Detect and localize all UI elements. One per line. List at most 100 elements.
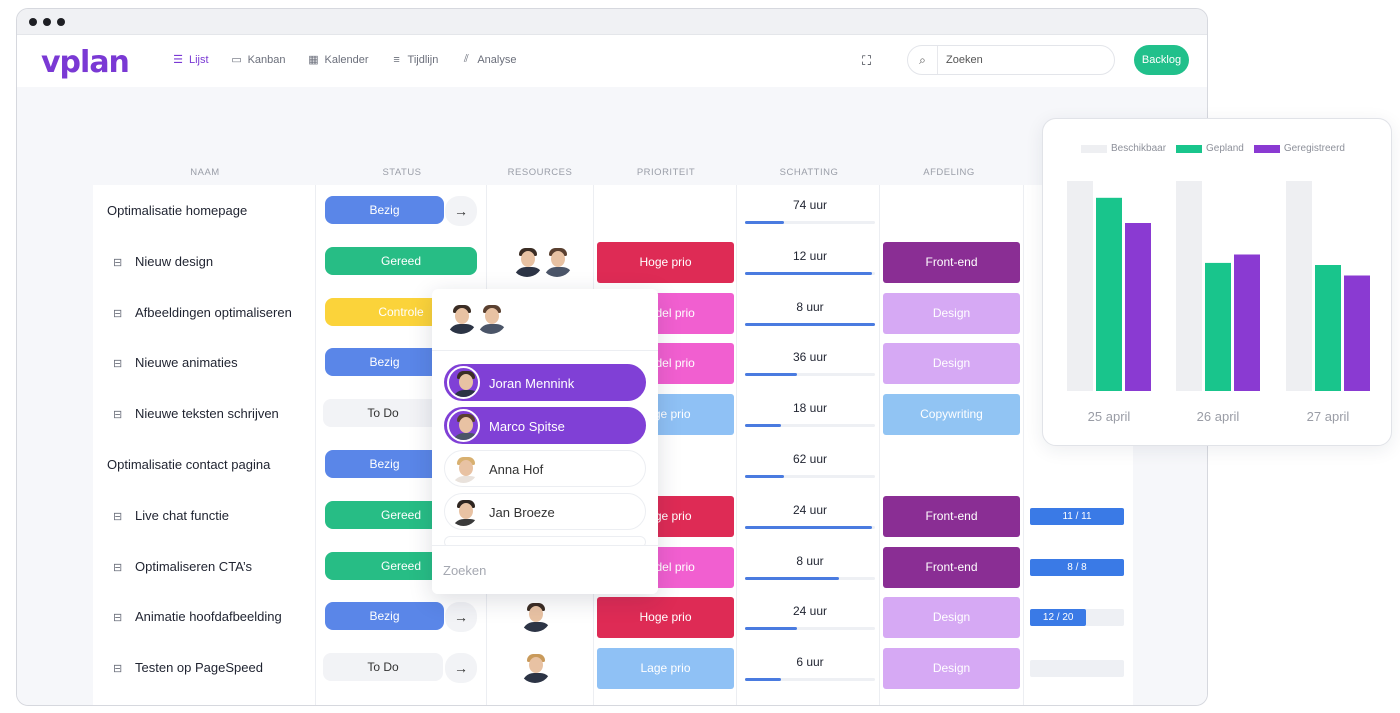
- department-badge[interactable]: Front-end: [883, 241, 1020, 283]
- priority-badge[interactable]: Lage prio: [597, 648, 734, 690]
- status-badge[interactable]: To Do: [323, 653, 443, 682]
- vplan-logo[interactable]: vplan: [41, 45, 130, 80]
- department-badge[interactable]: Design: [883, 597, 1020, 639]
- task-name-label: Optimalisatie contact pagina: [107, 457, 271, 472]
- arrow-right-icon[interactable]: →: [445, 653, 477, 684]
- status-badge[interactable]: To Do: [323, 399, 443, 428]
- progress-bar: 12 / 20: [1030, 609, 1087, 627]
- resource-dropdown: Joran Mennink Marco Spitse Anna Hof Jan Bro…: [432, 289, 658, 594]
- table-row[interactable]: Optimalisatie homepage Bezig → 74 uur: [93, 186, 1133, 236]
- tab-label: Tijdlijn: [407, 53, 439, 66]
- avatar[interactable]: [539, 242, 575, 279]
- estimate-bar-fill: [745, 322, 875, 326]
- tab-label: Kalender: [324, 53, 369, 66]
- estimate-value: 62 uur: [792, 452, 828, 466]
- search-box[interactable]: ⌕: [907, 45, 1115, 75]
- priority-badge[interactable]: Hoge prio: [597, 241, 734, 283]
- resource-option[interactable]: Jan Broeze: [444, 493, 646, 530]
- task-name[interactable]: ⊟ Afbeeldingen optimaliseren: [113, 288, 292, 338]
- tab-kalender[interactable]: ▦ Kalender: [308, 53, 369, 67]
- estimate-cell: 74 uur: [745, 186, 875, 236]
- estimate-value: 36 uur: [792, 350, 828, 365]
- search-input[interactable]: [938, 54, 1098, 66]
- tab-kanban[interactable]: ▭ Kanban: [231, 53, 285, 67]
- estimate-bar-track: [745, 678, 875, 682]
- department-badge[interactable]: Front-end: [883, 495, 1020, 537]
- department-badge[interactable]: Design: [883, 343, 1020, 385]
- avatar: [447, 366, 480, 399]
- resource-option[interactable]: Anna Hof: [444, 450, 646, 487]
- task-name[interactable]: Optimalisatie contact pagina: [107, 440, 270, 490]
- estimate-bar-fill: [745, 424, 782, 428]
- column-header[interactable]: PRIORITEIT: [636, 167, 696, 178]
- task-name[interactable]: ⊟ Testen op PageSpeed: [113, 643, 263, 693]
- arrow-right-icon[interactable]: →: [445, 196, 477, 226]
- tab-tijdlijn[interactable]: ≡ Tijdlijn: [391, 53, 439, 66]
- title-bar: [17, 9, 1207, 35]
- department-badge[interactable]: Design: [883, 292, 1020, 334]
- column-header[interactable]: RESOURCES: [507, 167, 573, 178]
- avatar[interactable]: [473, 300, 509, 336]
- column-header[interactable]: AFDELING: [923, 167, 975, 178]
- priority-badge[interactable]: Hoge prio: [597, 597, 734, 639]
- subtask-icon: ⊟: [113, 256, 123, 269]
- column-header[interactable]: NAAM: [190, 167, 220, 178]
- status-badge[interactable]: Bezig: [325, 602, 444, 631]
- column-header[interactable]: SCHATTING: [779, 167, 839, 178]
- window-dot-icon[interactable]: [29, 18, 37, 26]
- resource-search[interactable]: Zoeken: [432, 545, 658, 594]
- avatar[interactable]: [517, 598, 553, 635]
- status-badge[interactable]: Bezig: [325, 196, 444, 224]
- estimate-bar-track: [745, 424, 875, 428]
- avatar-face: [551, 250, 565, 267]
- avatar-body: [514, 266, 543, 277]
- task-name[interactable]: ⊟ Live chat functie: [113, 491, 229, 541]
- task-name-label: Animatie hoofdafbeelding: [135, 609, 282, 625]
- table-row[interactable]: ⊟ Nieuw design Gereed Hoge prio 12 uur Front-…: [93, 237, 1133, 287]
- bar-beschikbaar: [1067, 181, 1093, 391]
- fullscreen-icon[interactable]: ⛶: [862, 53, 872, 68]
- resource-option[interactable]: Joran Mennink: [444, 364, 646, 401]
- avatar-face: [529, 606, 543, 623]
- subtask-icon: ⊟: [113, 561, 123, 574]
- window-dot-icon[interactable]: [43, 18, 51, 26]
- avatar-face: [459, 503, 473, 519]
- task-name[interactable]: ⊟ Nieuw design: [113, 237, 213, 287]
- estimate-bar-fill: [745, 373, 797, 377]
- task-name[interactable]: ⊟ Optimaliseren CTA’s: [113, 542, 252, 592]
- resource-option[interactable]: Marco Spitse: [444, 407, 646, 444]
- column-header[interactable]: STATUS: [382, 167, 422, 178]
- tab-lijst[interactable]: ☰ Lijst: [172, 53, 209, 67]
- column-divider: [1023, 185, 1024, 705]
- table-row[interactable]: Optimalisatie contact pagina Bezig 62 uur: [93, 440, 1133, 490]
- arrow-right-icon[interactable]: →: [445, 602, 477, 633]
- task-name[interactable]: ⊟ Animatie hoofdafbeelding: [113, 592, 282, 642]
- chart-legend: Beschikbaar Gepland Geregistreerd: [1081, 143, 1345, 154]
- department-badge[interactable]: Front-end: [883, 546, 1020, 588]
- task-name[interactable]: ⊟ Nieuwe animaties: [113, 338, 238, 388]
- tab-analyse[interactable]: ⫽ Analyse: [460, 53, 517, 66]
- table-row[interactable]: ⊟ Animatie hoofdafbeelding Bezig → Hoge prio…: [93, 592, 1133, 642]
- estimate-bar-track: [745, 221, 875, 224]
- avatar: [447, 452, 480, 485]
- resource-search-input[interactable]: Zoeken: [443, 563, 487, 578]
- list-icon: ☰: [173, 54, 183, 66]
- status-badge[interactable]: Gereed: [325, 246, 477, 275]
- table-row[interactable]: ⊟ Testen op PageSpeed To Do → Lage prio 6 uur…: [93, 643, 1133, 693]
- legend-item: Beschikbaar: [1081, 143, 1166, 154]
- status-badge[interactable]: Bezig: [325, 450, 444, 478]
- avatar: [447, 409, 480, 442]
- estimate-value: 6 uur: [796, 655, 824, 670]
- avatar[interactable]: [517, 649, 553, 686]
- avatar: [447, 495, 480, 528]
- estimate-bar-fill: [745, 678, 782, 682]
- window-dot-icon[interactable]: [57, 18, 65, 26]
- task-name[interactable]: Optimalisatie homepage: [107, 186, 247, 236]
- app-header: vplan ☰ Lijst ▭ Kanban ▦ Kalender ≡ Tijdlijn ⫽ An…: [17, 35, 1207, 87]
- task-name[interactable]: ⊟ Nieuwe teksten schrijven: [113, 389, 279, 439]
- status-badge[interactable]: Bezig: [325, 348, 444, 377]
- backlog-button[interactable]: Backlog: [1134, 45, 1189, 75]
- department-badge[interactable]: Copywriting: [883, 394, 1020, 436]
- department-badge[interactable]: Design: [883, 648, 1020, 690]
- estimate-cell: 24 uur: [745, 491, 875, 541]
